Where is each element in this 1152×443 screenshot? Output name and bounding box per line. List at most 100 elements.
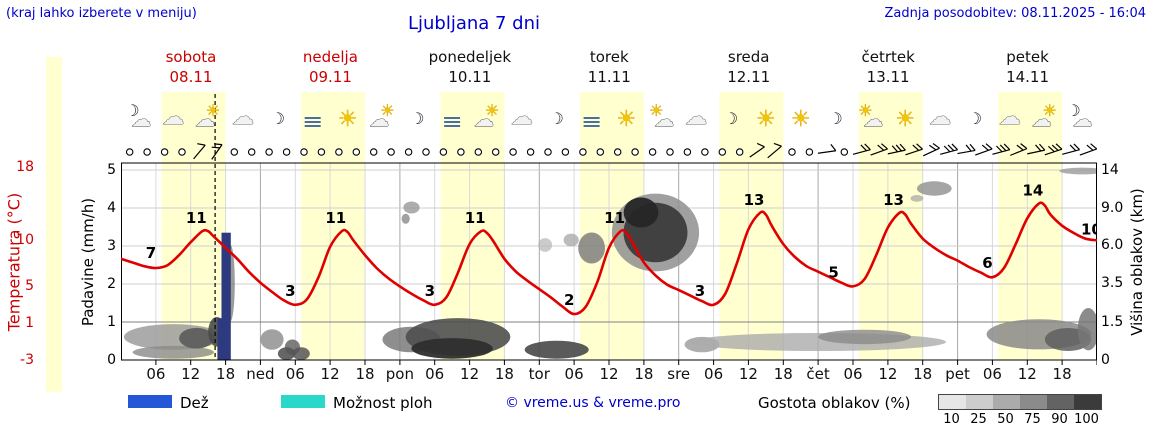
svg-text:sre: sre: [667, 365, 690, 383]
svg-text:☀: ☀: [756, 107, 776, 132]
svg-text:12: 12: [739, 365, 758, 383]
cloud-tick: 0: [1101, 352, 1110, 368]
svg-text:☀: ☀: [380, 101, 394, 120]
svg-text:☁: ☁: [232, 105, 254, 130]
day-name: četrtek: [861, 48, 915, 66]
density-tick-label: 25: [970, 412, 987, 427]
svg-text:7: 7: [146, 244, 156, 262]
precip-tick: 0: [107, 352, 116, 368]
density-tick-label: 10: [943, 412, 960, 427]
density-gradient-step: [1047, 395, 1074, 409]
precip-tick: 1: [107, 314, 116, 330]
svg-text:☁: ☁: [863, 107, 883, 131]
shower-label: Možnost ploh: [333, 394, 433, 412]
day-name: sobota: [165, 48, 217, 66]
density-tick-label: 75: [1024, 412, 1041, 427]
temp-tick: 18: [16, 158, 34, 175]
svg-text:☀: ☀: [617, 107, 637, 132]
day-date: 13.11: [866, 68, 910, 86]
rain-label: Dež: [180, 394, 209, 412]
svg-text:☽: ☽: [271, 109, 285, 128]
svg-text:18: 18: [355, 365, 374, 383]
svg-text:12: 12: [878, 365, 897, 383]
svg-text:12: 12: [181, 365, 200, 383]
copyright-link[interactable]: © vreme.us & vreme.pro: [505, 395, 681, 411]
svg-text:06: 06: [565, 365, 584, 383]
svg-text:☁: ☁: [369, 107, 389, 131]
cloud-density-gradient: [938, 394, 1102, 410]
density-tick-label: 90: [1051, 412, 1068, 427]
day-name: torek: [589, 48, 629, 66]
svg-text:6: 6: [982, 254, 992, 272]
day-header-petek: petek 14.11: [958, 48, 1098, 86]
day-header-četrtek: četrtek 13.11: [818, 48, 958, 86]
svg-text:pon: pon: [386, 365, 414, 383]
svg-text:☀: ☀: [206, 101, 220, 120]
day-header-sobota: sobota 08.11: [121, 48, 261, 86]
day-headers: sobota 08.11 nedelja 09.11 ponedeljek 10.11 to…: [0, 48, 1152, 88]
temperature-curve: [121, 201, 1097, 316]
legend-row: Dež Možnost ploh © vreme.us & vreme.pro …: [0, 392, 1152, 412]
svg-text:☽: ☽: [1066, 101, 1080, 120]
svg-text:☁: ☁: [1032, 107, 1052, 131]
cloud-tick: 1.5: [1101, 313, 1124, 330]
svg-text:18: 18: [495, 365, 514, 383]
svg-text:10: 10: [1081, 220, 1097, 238]
svg-text:☀: ☀: [649, 101, 663, 120]
svg-text:☀: ☀: [895, 107, 915, 132]
temp-axis-label: Temperatura (°C): [4, 192, 24, 332]
day-date: 08.11: [169, 68, 213, 86]
svg-text:☁: ☁: [685, 105, 707, 130]
page-title: Ljubljana 7 dni: [407, 13, 541, 34]
svg-text:☁: ☁: [511, 105, 533, 130]
cloud-density-scale: 10 25 50 75 90 100: [938, 412, 1100, 427]
svg-text:13: 13: [883, 191, 904, 209]
svg-text:☀: ☀: [338, 107, 358, 132]
svg-text:06: 06: [286, 365, 305, 383]
cloud-cover-blobs: [123, 167, 1097, 360]
day-name: nedelja: [302, 48, 358, 66]
density-gradient-step: [966, 395, 993, 409]
svg-text:☁: ☁: [654, 107, 674, 131]
day-date: 11.11: [587, 68, 631, 86]
daytime-bands: [161, 92, 1063, 360]
svg-text:3: 3: [425, 282, 435, 300]
temperature-extreme-labels: 7 11 3 11 3 11 2 11 3 13 5 13 6 14 10: [146, 182, 1097, 309]
day-name: ponedeljek: [428, 48, 512, 66]
svg-text:pet: pet: [945, 365, 970, 383]
density-gradient-step: [993, 395, 1020, 409]
svg-text:3: 3: [695, 282, 705, 300]
svg-text:☽: ☽: [550, 109, 564, 128]
menu-hint: (kraj lahko izberete v meniju): [6, 6, 197, 21]
svg-text:06: 06: [983, 365, 1002, 383]
svg-text:čet: čet: [806, 365, 829, 383]
svg-text:☀: ☀: [858, 101, 872, 120]
svg-text:☀: ☀: [1043, 101, 1057, 120]
weather-icons: ☽☁ ☁ ☀☁ ☁ ☽ ☀ ☀☁ ☽ ☀☁ ☁ ☽ ☀ ☀☁ ☁ ☽ ☀ ☀ ☽ ☀☁ ☀ ☁ ☽ ☁ ☀☁ ☽☁: [125, 101, 1093, 133]
svg-text:☁: ☁: [131, 107, 151, 131]
day-header-torek: torek 11.11: [539, 48, 679, 86]
day-header-ponedeljek: ponedeljek 10.11: [400, 48, 540, 86]
svg-text:11: 11: [604, 209, 625, 227]
shower-swatch: [281, 395, 325, 408]
density-gradient-step: [1020, 395, 1047, 409]
precip-tick: 3: [107, 238, 116, 254]
svg-text:☁: ☁: [999, 105, 1021, 130]
wind-symbols: [125, 142, 1097, 160]
rain-bars: [217, 232, 231, 360]
svg-text:06: 06: [843, 365, 862, 383]
temp-tick: 1: [25, 315, 34, 332]
svg-text:11: 11: [186, 209, 207, 227]
day-header-nedelja: nedelja 09.11: [260, 48, 400, 86]
svg-text:☽: ☽: [968, 109, 982, 128]
svg-text:11: 11: [325, 209, 346, 227]
svg-text:11: 11: [465, 209, 486, 227]
day-date: 12.11: [727, 68, 771, 86]
precip-axis-label: Padavine (mm/h): [79, 197, 97, 327]
svg-text:12: 12: [460, 365, 479, 383]
density-tick-label: 50: [997, 412, 1014, 427]
svg-text:12: 12: [1018, 365, 1037, 383]
day-date: 10.11: [448, 68, 492, 86]
svg-text:☽: ☽: [828, 109, 842, 128]
density-gradient-step: [939, 395, 966, 409]
